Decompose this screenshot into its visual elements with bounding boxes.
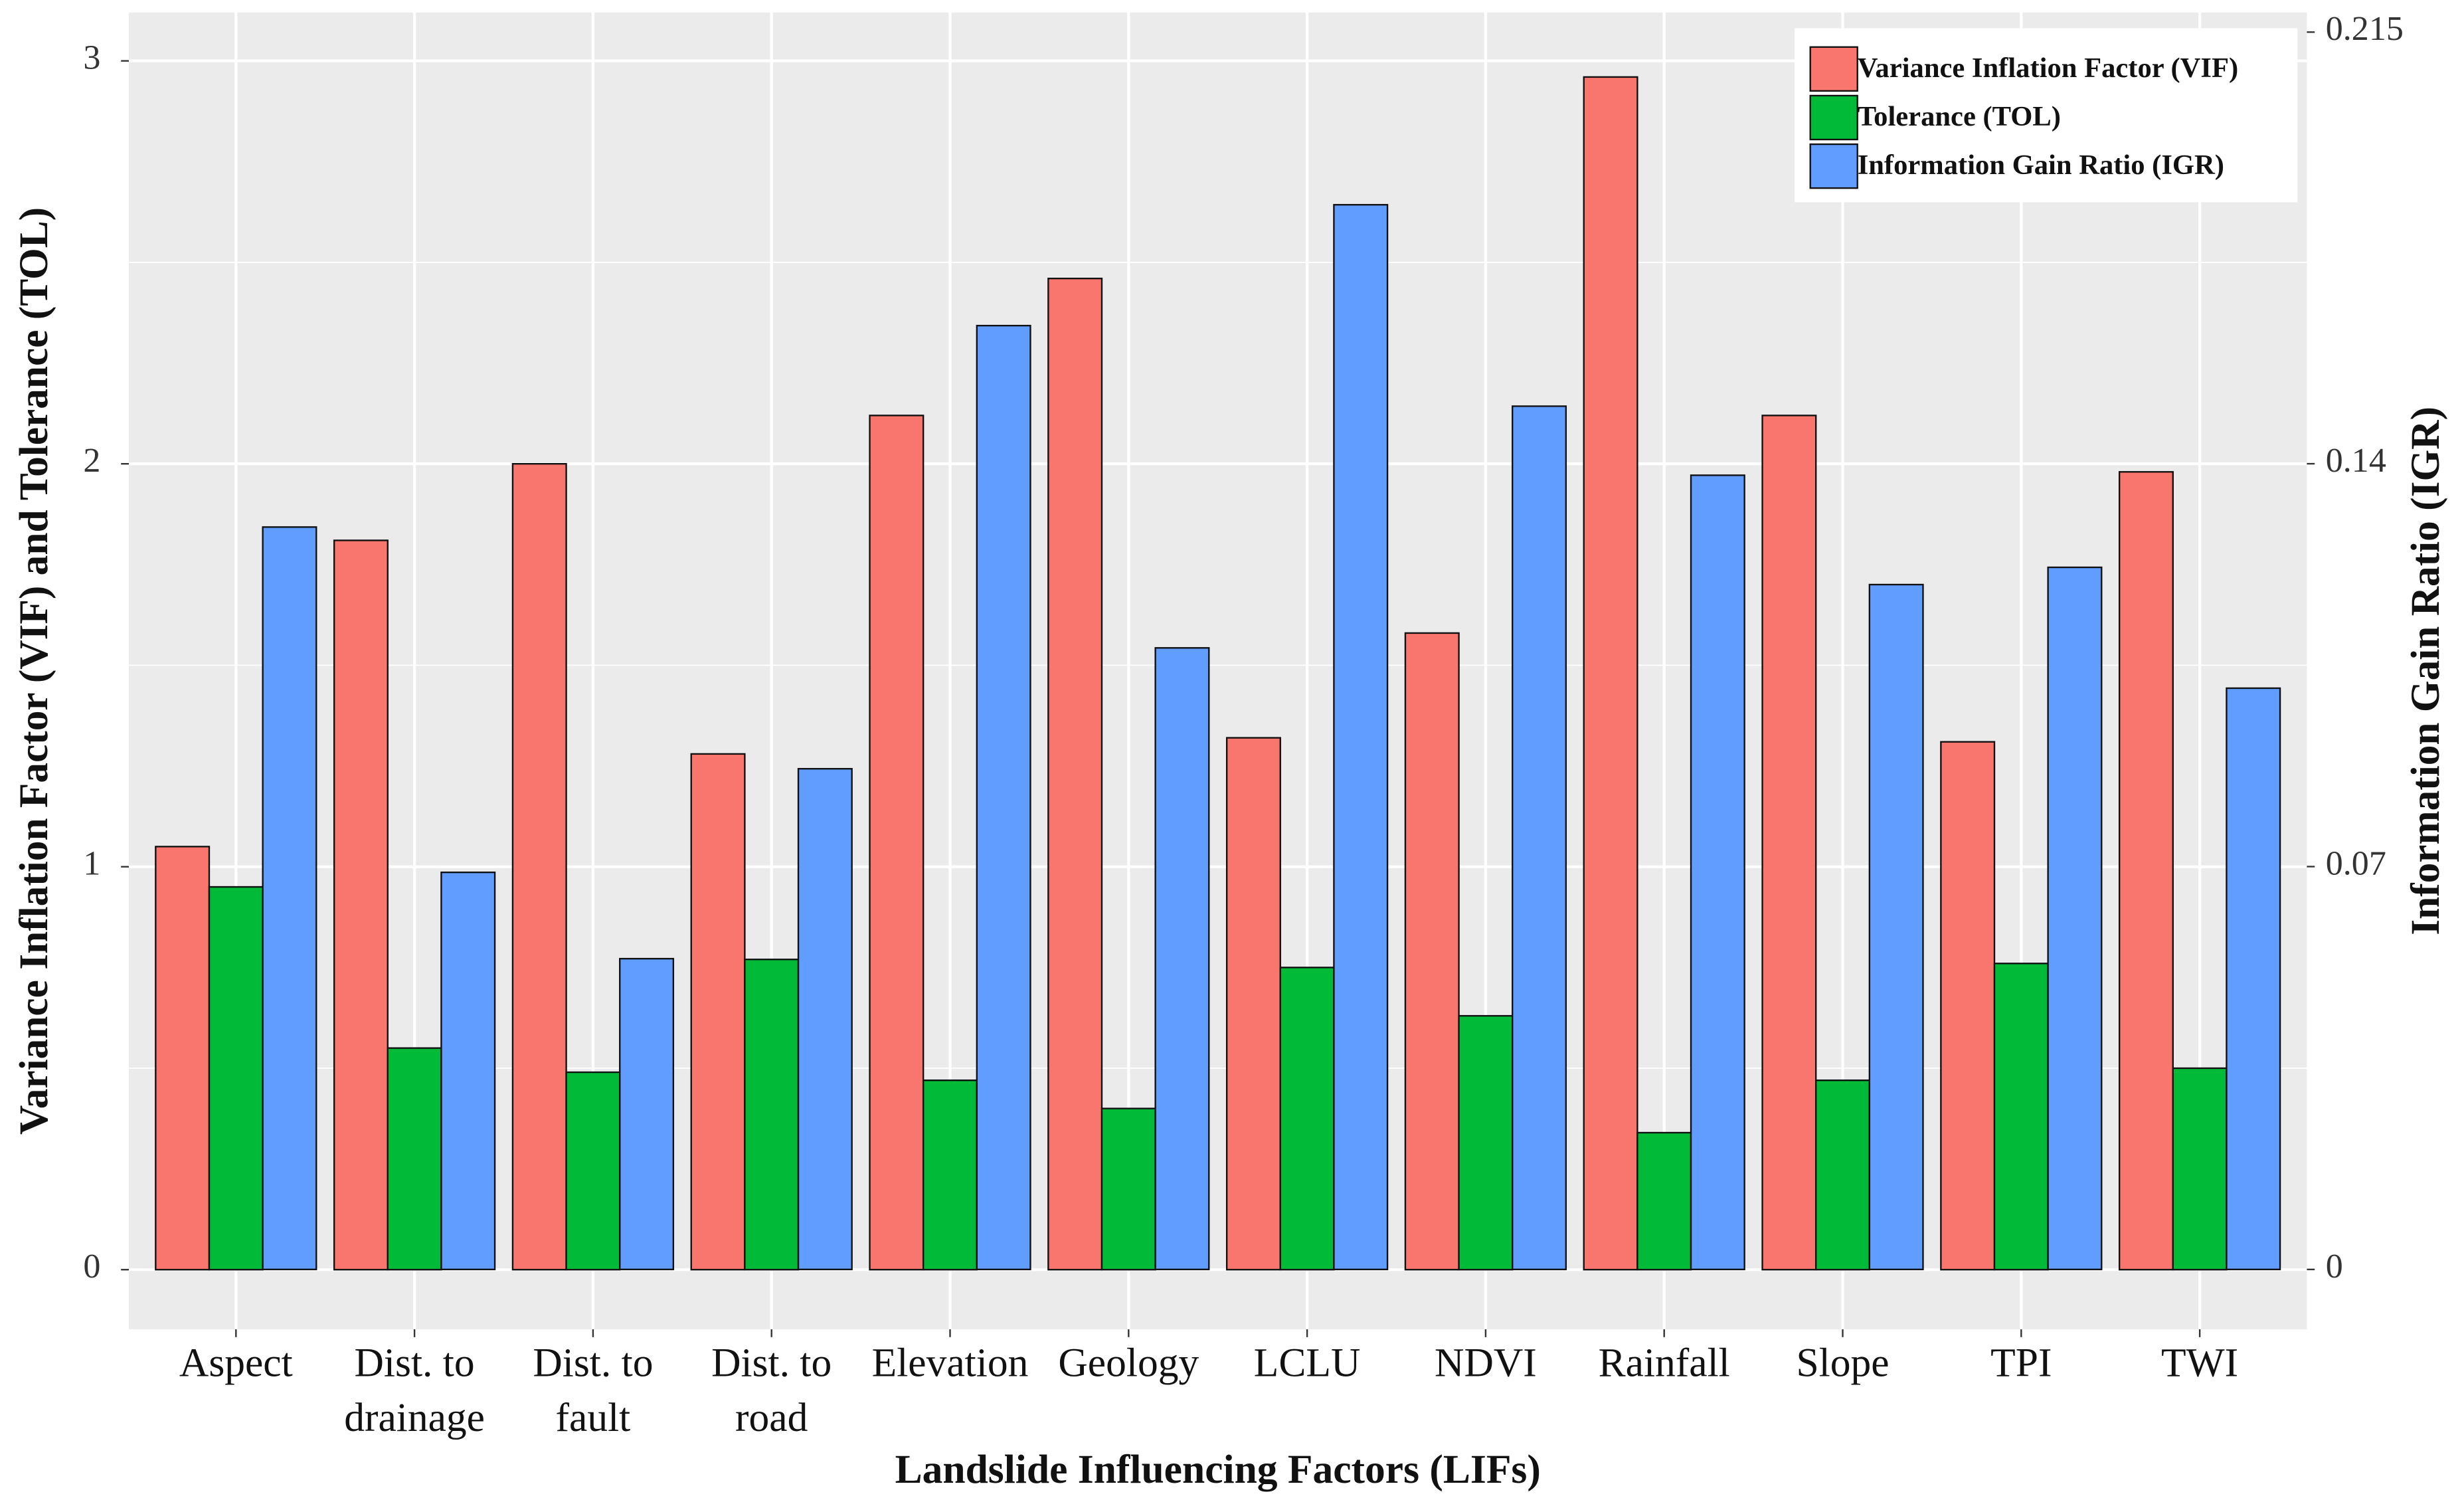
x-tick-label: Slope [1796,1341,1889,1386]
bar [1636,1131,1692,1271]
bar [1815,1079,1871,1271]
bar [1868,583,1924,1271]
bar [1761,415,1817,1271]
bar [1225,737,1281,1271]
bar [208,886,264,1271]
y2-axis-title: Information Gain Ratio (IGR) [2403,407,2448,935]
legend-swatch [1809,94,1858,141]
y-tick-label: 3 [83,39,100,77]
bar [2172,1067,2228,1271]
bar [1512,405,1567,1271]
y-tick-label: 2 [83,442,100,480]
y-tick-label: 1 [83,845,100,883]
bar [976,324,1031,1271]
bar [1404,632,1460,1271]
bar [2118,471,2174,1271]
bar [619,957,675,1271]
x-tick-label: Dist. to fault [533,1341,653,1440]
bar [869,415,924,1271]
bar [565,1071,621,1271]
x-tick-label: TPI [1990,1341,2052,1386]
bar [155,846,211,1271]
legend-swatch [1809,143,1858,189]
bar [690,753,746,1271]
bar [2047,566,2103,1271]
y2-tick-label: 0.215 [2326,10,2404,48]
y-tick-label: 0 [83,1248,100,1285]
y2-tick-label: 0.14 [2326,442,2386,480]
bar [1458,1014,1514,1271]
bar [1940,741,1996,1271]
x-tick-label: Geology [1058,1341,1199,1386]
bar [923,1079,978,1271]
y2-tick-label: 0.07 [2326,844,2386,882]
legend-label: Tolerance (TOL) [1858,101,2061,132]
bar [511,463,567,1271]
legend-label: Variance Inflation Factor (VIF) [1858,52,2238,84]
x-tick-label: TWI [2161,1341,2238,1386]
bar [1333,204,1389,1271]
x-tick-label: Dist. to road [711,1341,832,1440]
bar [333,539,389,1271]
x-axis-title: Landslide Influencing Factors (LIFs) [895,1447,1541,1492]
bar [262,526,317,1271]
x-tick-label: Elevation [872,1341,1029,1386]
bar [1583,76,1638,1271]
x-tick-label: NDVI [1435,1341,1537,1386]
bar [1047,278,1103,1271]
bar [440,871,496,1271]
bar [1690,474,1745,1271]
x-tick-label: Dist. to drainage [344,1341,485,1440]
y2-tick-label: 0 [2326,1248,2343,1285]
legend-label: Information Gain Ratio (IGR) [1858,149,2224,181]
bar [1154,647,1210,1271]
x-tick-label: LCLU [1254,1341,1361,1386]
y-axis-title: Variance Inflation Factor (VIF) and Tole… [11,207,56,1135]
bar [1100,1107,1156,1271]
x-tick-label: Rainfall [1599,1341,1730,1386]
bar [744,959,800,1271]
bar [797,768,853,1271]
legend-box [1795,28,2298,203]
x-tick-label: Aspect [179,1341,293,1386]
bar [1279,967,1335,1271]
bar [1993,963,2049,1271]
bar [2226,687,2281,1271]
bar [387,1047,442,1271]
legend-swatch [1809,46,1858,92]
